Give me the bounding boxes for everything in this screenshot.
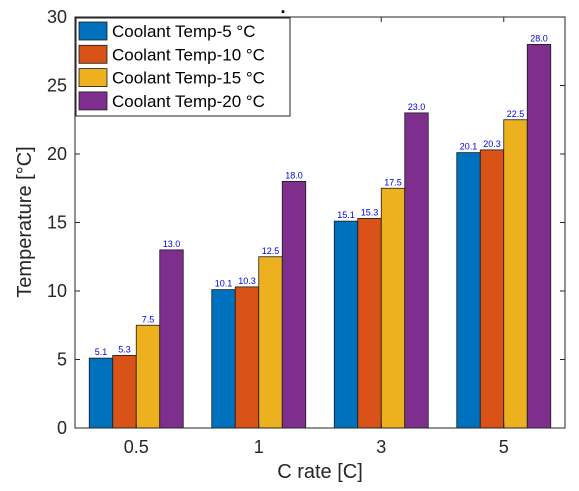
bar [234, 286, 260, 429]
y-ticks-group: 0 5 10 15 20 25 30 [47, 7, 565, 438]
x-ticks-group: 0.5 1 3 5 [124, 17, 509, 457]
data-label: 20.3 [483, 139, 501, 149]
data-label: 10.3 [238, 276, 256, 286]
y-tick-label: 15 [47, 213, 67, 233]
y-tick-label: 10 [47, 281, 67, 301]
data-label: 17.5 [384, 177, 402, 187]
data-label: 15.3 [361, 207, 379, 217]
legend-swatch [78, 21, 108, 41]
y-tick-label: 30 [47, 7, 67, 27]
y-tick-label: 20 [47, 144, 67, 164]
x-tick-label: 5 [499, 437, 509, 457]
bar [404, 112, 429, 429]
bar [456, 152, 481, 429]
data-label: 13.0 [163, 239, 181, 249]
legend-box [75, 17, 291, 117]
y-tick-label: 25 [47, 76, 67, 96]
bar [281, 180, 307, 429]
bar [380, 187, 406, 429]
bar [503, 119, 528, 429]
legend-entry: Coolant Temp-5 °C [112, 22, 256, 41]
data-label: 23.0 [408, 102, 426, 112]
bar [88, 357, 114, 429]
bar [135, 324, 161, 429]
x-tick-label: 0.5 [124, 437, 149, 457]
bars-group [88, 44, 552, 429]
y-tick-label: 5 [57, 350, 67, 370]
data-label: 5.1 [95, 347, 108, 357]
legend-swatch [78, 44, 108, 64]
bar [258, 256, 283, 429]
data-label: 15.1 [337, 210, 355, 220]
data-label: 22.5 [507, 109, 525, 119]
bar [159, 249, 184, 429]
y-axis-label: Temperature [°C] [14, 146, 36, 297]
data-label: 10.1 [215, 279, 233, 289]
chart-title: . [280, 0, 285, 17]
bar [333, 220, 359, 429]
legend-swatch [78, 91, 108, 111]
data-label: 7.5 [142, 314, 155, 324]
data-labels-group: 5.1 5.3 7.5 13.0 10.1 10.3 12.5 18.0 15.1 15.3 17.… [95, 33, 548, 357]
bar [112, 354, 137, 429]
data-label: 5.3 [118, 344, 131, 354]
bar [479, 149, 505, 429]
legend-entry: Coolant Temp-20 °C [112, 92, 265, 111]
bar [211, 289, 236, 429]
legend-entry: Coolant Temp-15 °C [112, 69, 265, 88]
data-label: 28.0 [530, 33, 548, 43]
y-tick-label: 0 [57, 418, 67, 438]
bar [357, 217, 382, 429]
x-axis-label: C rate [C] [277, 461, 363, 483]
data-label: 12.5 [262, 246, 280, 256]
legend: Coolant Temp-5 °C Coolant Temp-10 °C Coola… [75, 17, 291, 117]
data-label: 20.1 [460, 142, 478, 152]
legend-entry: Coolant Temp-10 °C [112, 45, 265, 64]
legend-swatch [78, 68, 108, 87]
x-tick-label: 1 [254, 437, 264, 457]
bar [526, 44, 552, 429]
x-tick-label: 3 [376, 437, 386, 457]
data-label: 18.0 [285, 170, 303, 180]
